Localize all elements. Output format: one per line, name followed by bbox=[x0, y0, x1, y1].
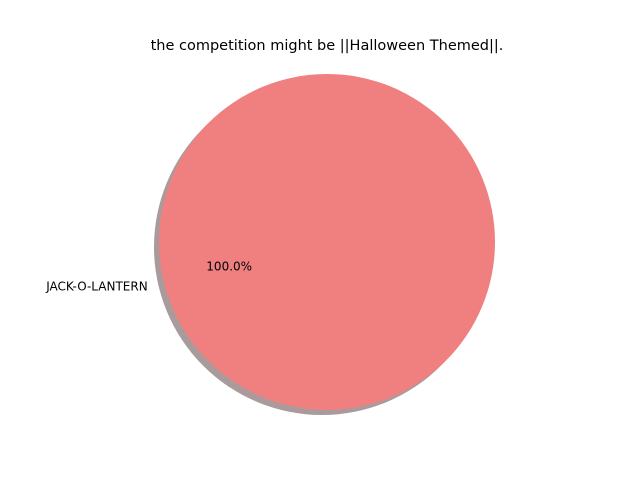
slice-label: JACK-O-LANTERN bbox=[45, 280, 147, 294]
labels-layer: JACK-O-LANTERN 100.0% bbox=[45, 259, 252, 293]
pie-slice bbox=[159, 74, 495, 410]
slices-layer bbox=[154, 74, 495, 415]
slice-percent-label: 100.0% bbox=[206, 259, 252, 273]
chart-title: the competition might be ||Halloween The… bbox=[151, 38, 504, 54]
